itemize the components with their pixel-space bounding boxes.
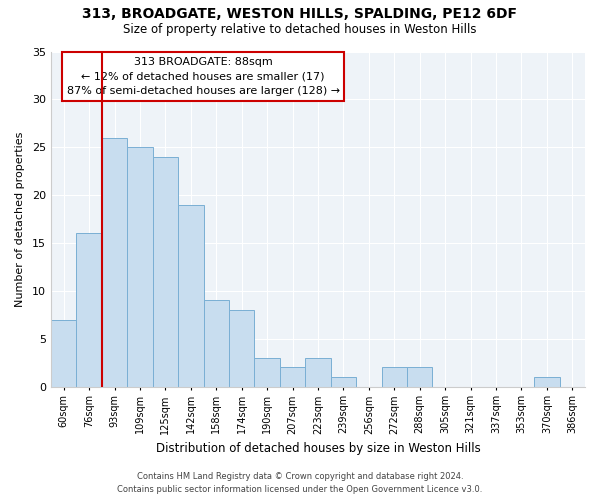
Text: 313 BROADGATE: 88sqm
← 12% of detached houses are smaller (17)
87% of semi-detac: 313 BROADGATE: 88sqm ← 12% of detached h… bbox=[67, 56, 340, 96]
Bar bbox=[102, 138, 127, 386]
Bar bbox=[229, 310, 254, 386]
Bar bbox=[127, 147, 152, 386]
Bar bbox=[407, 368, 433, 386]
Text: Size of property relative to detached houses in Weston Hills: Size of property relative to detached ho… bbox=[123, 22, 477, 36]
Bar bbox=[203, 300, 229, 386]
Text: Contains HM Land Registry data © Crown copyright and database right 2024.
Contai: Contains HM Land Registry data © Crown c… bbox=[118, 472, 482, 494]
Bar bbox=[331, 377, 356, 386]
Bar bbox=[534, 377, 560, 386]
Bar bbox=[382, 368, 407, 386]
Bar bbox=[305, 358, 331, 386]
Bar bbox=[76, 234, 102, 386]
Y-axis label: Number of detached properties: Number of detached properties bbox=[15, 132, 25, 306]
Bar bbox=[178, 204, 203, 386]
Bar bbox=[51, 320, 76, 386]
Bar bbox=[152, 157, 178, 386]
Text: 313, BROADGATE, WESTON HILLS, SPALDING, PE12 6DF: 313, BROADGATE, WESTON HILLS, SPALDING, … bbox=[83, 8, 517, 22]
Bar bbox=[254, 358, 280, 386]
X-axis label: Distribution of detached houses by size in Weston Hills: Distribution of detached houses by size … bbox=[155, 442, 481, 455]
Bar bbox=[280, 368, 305, 386]
